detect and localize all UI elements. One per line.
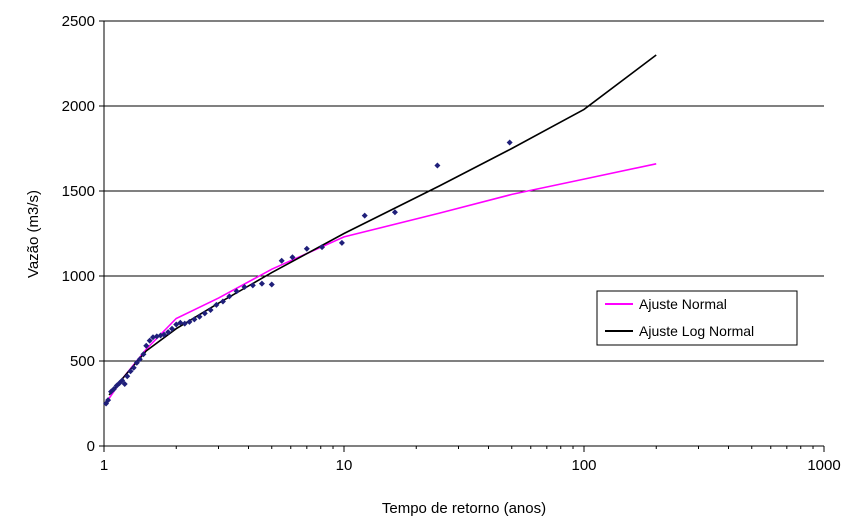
grid	[104, 20, 824, 362]
series-line-ajuste-normal	[108, 163, 657, 399]
data-point	[201, 310, 208, 317]
data-point	[303, 245, 310, 252]
data-point	[177, 319, 184, 326]
axes	[99, 20, 825, 452]
data-point	[146, 337, 153, 344]
data-point	[319, 244, 326, 251]
y-tick-label: 1000	[62, 268, 95, 285]
data-point	[233, 288, 240, 295]
data-point	[130, 364, 137, 371]
data-point	[226, 293, 233, 300]
data-point	[140, 351, 147, 358]
data-point	[161, 331, 168, 338]
series-layer	[103, 54, 657, 407]
data-point	[434, 162, 441, 169]
x-axis-title: Tempo de retorno (anos)	[382, 500, 546, 517]
data-point	[289, 254, 296, 261]
legend-label-ajuste-log-normal: Ajuste Log Normal	[639, 323, 754, 339]
y-tick-label: 0	[87, 438, 95, 455]
data-point	[391, 209, 398, 216]
x-tick-label: 1	[100, 457, 108, 474]
data-point	[186, 318, 193, 325]
data-point	[168, 325, 175, 332]
data-point	[207, 307, 214, 313]
legend-label-ajuste-normal: Ajuste Normal	[639, 296, 727, 312]
x-tick-label: 100	[571, 457, 596, 474]
data-point	[181, 320, 188, 327]
data-point	[268, 281, 275, 288]
tick-labels: 0 500 1000 1500 2000 2500 1 10 100 1000	[62, 13, 841, 474]
data-point	[196, 313, 203, 320]
data-point	[105, 397, 112, 404]
y-tick-label: 2000	[62, 98, 95, 115]
legend-box	[596, 290, 798, 346]
y-axis-title: Vazão (m3/s)	[25, 190, 42, 278]
data-point	[191, 316, 198, 323]
data-point	[213, 301, 220, 308]
data-point	[136, 356, 143, 363]
y-tick-label: 2500	[62, 13, 95, 30]
x-tick-label: 1000	[807, 457, 840, 474]
legend: Ajuste Normal Ajuste Log Normal	[596, 290, 798, 346]
data-point	[506, 139, 513, 146]
data-point	[249, 282, 256, 289]
data-point	[241, 284, 248, 291]
data-point	[110, 386, 117, 393]
x-tick-label: 10	[336, 457, 353, 474]
data-point	[219, 298, 226, 305]
data-point	[361, 212, 368, 219]
data-point	[121, 380, 128, 387]
data-point	[258, 280, 265, 287]
y-tick-label: 1500	[62, 183, 95, 200]
data-point	[338, 239, 345, 246]
data-point	[124, 373, 131, 380]
data-point	[143, 342, 150, 349]
data-point	[278, 257, 285, 264]
y-tick-label: 500	[70, 353, 95, 370]
data-point	[133, 359, 140, 366]
data-point	[165, 329, 172, 336]
data-point	[127, 368, 134, 375]
